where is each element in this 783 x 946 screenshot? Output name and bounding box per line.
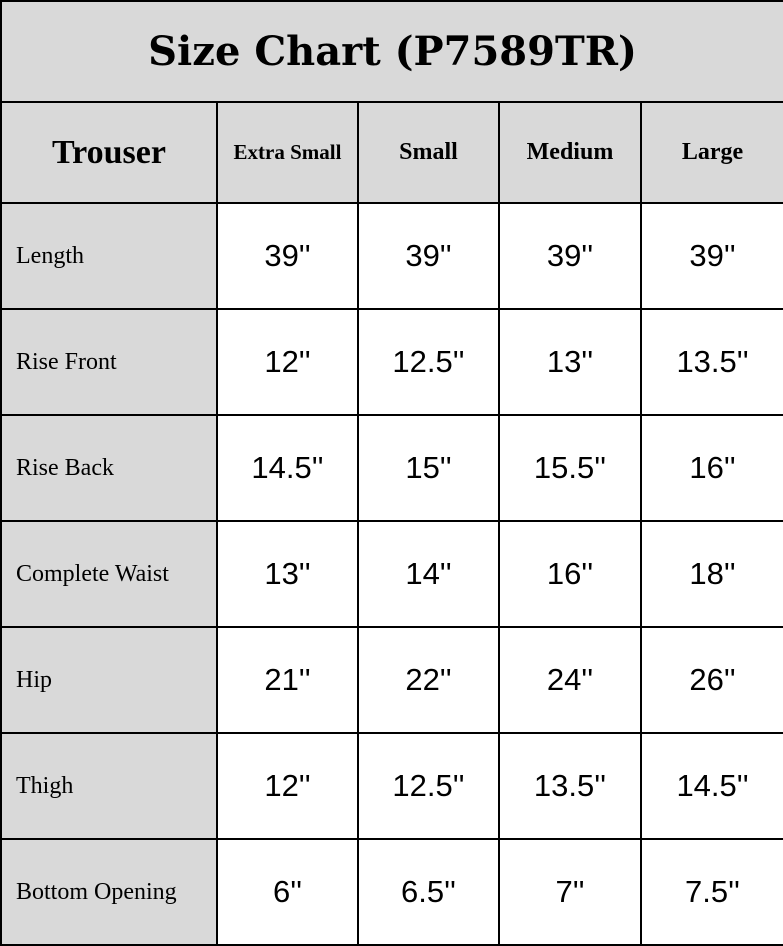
measurement-cell: 14.5'': [216, 414, 359, 522]
title-row: Size Chart (P7589TR): [0, 0, 783, 103]
measurement-cell: 16'': [639, 414, 783, 522]
row-label: Rise Front: [0, 308, 218, 416]
measurement-cell: 13.5'': [639, 308, 783, 416]
measurement-cell: 12.5'': [357, 732, 500, 840]
measurement-cell: 15'': [357, 414, 500, 522]
measurement-cell: 6.5'': [357, 838, 500, 946]
measurement-cell: 39'': [498, 202, 642, 310]
table-row: Hip 21'' 22'' 24'' 26'': [0, 626, 783, 734]
row-label: Complete Waist: [0, 520, 218, 628]
measurement-cell: 14'': [357, 520, 500, 628]
measurement-cell: 13.5'': [498, 732, 642, 840]
measurement-cell: 39'': [639, 202, 783, 310]
row-label: Thigh: [0, 732, 218, 840]
header-size: Extra Small: [216, 101, 359, 204]
row-label: Length: [0, 202, 218, 310]
measurement-cell: 22'': [357, 626, 500, 734]
table-title: Size Chart (P7589TR): [0, 0, 783, 103]
header-size: Large: [639, 101, 783, 204]
measurement-cell: 16'': [498, 520, 642, 628]
measurement-cell: 14.5'': [639, 732, 783, 840]
table-row: Complete Waist 13'' 14'' 16'' 18'': [0, 520, 783, 628]
measurement-cell: 13'': [216, 520, 359, 628]
measurement-cell: 21'': [216, 626, 359, 734]
table-row: Thigh 12'' 12.5'' 13.5'' 14.5'': [0, 732, 783, 840]
table-row: Rise Back 14.5'' 15'' 15.5'' 16'': [0, 414, 783, 522]
measurement-cell: 13'': [498, 308, 642, 416]
table-row: Rise Front 12'' 12.5'' 13'' 13.5'': [0, 308, 783, 416]
table-row: Bottom Opening 6'' 6.5'' 7'' 7.5'': [0, 838, 783, 946]
measurement-cell: 15.5'': [498, 414, 642, 522]
header-size: Small: [357, 101, 500, 204]
measurement-cell: 12'': [216, 732, 359, 840]
header-trouser: Trouser: [0, 101, 218, 204]
table-row: Length 39'' 39'' 39'' 39'': [0, 202, 783, 310]
row-label: Rise Back: [0, 414, 218, 522]
header-row: Trouser Extra Small Small Medium Large: [0, 101, 783, 204]
measurement-cell: 7.5'': [639, 838, 783, 946]
row-label: Hip: [0, 626, 218, 734]
measurement-cell: 24'': [498, 626, 642, 734]
measurement-cell: 12.5'': [357, 308, 500, 416]
measurement-cell: 39'': [357, 202, 500, 310]
measurement-cell: 7'': [498, 838, 642, 946]
measurement-cell: 6'': [216, 838, 359, 946]
measurement-cell: 26'': [639, 626, 783, 734]
measurement-cell: 39'': [216, 202, 359, 310]
measurement-cell: 18'': [639, 520, 783, 628]
header-size: Medium: [498, 101, 642, 204]
row-label: Bottom Opening: [0, 838, 218, 946]
measurement-cell: 12'': [216, 308, 359, 416]
